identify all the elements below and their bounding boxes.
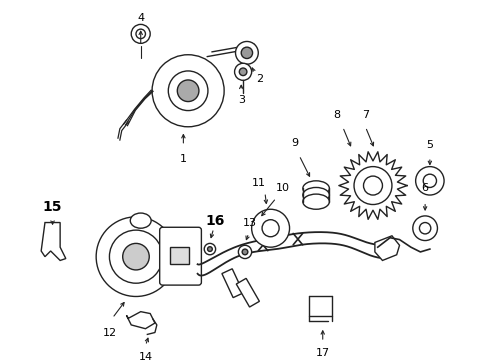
Circle shape xyxy=(177,80,199,102)
Circle shape xyxy=(152,55,224,127)
Circle shape xyxy=(252,209,290,247)
Circle shape xyxy=(413,216,438,240)
Polygon shape xyxy=(222,269,244,298)
Circle shape xyxy=(416,167,444,195)
Ellipse shape xyxy=(130,213,151,228)
Circle shape xyxy=(354,167,392,204)
Polygon shape xyxy=(41,222,66,260)
Text: 2: 2 xyxy=(257,75,264,84)
Circle shape xyxy=(109,230,163,283)
Circle shape xyxy=(238,245,252,258)
Text: 4: 4 xyxy=(137,13,144,23)
Ellipse shape xyxy=(303,181,329,196)
Text: 16: 16 xyxy=(205,213,224,228)
Text: 9: 9 xyxy=(292,138,299,148)
Circle shape xyxy=(136,29,146,39)
Circle shape xyxy=(242,249,248,255)
Text: 8: 8 xyxy=(333,111,341,120)
Text: 15: 15 xyxy=(43,201,62,214)
Circle shape xyxy=(419,222,431,234)
Text: 12: 12 xyxy=(102,328,117,338)
Polygon shape xyxy=(236,278,259,307)
Text: 3: 3 xyxy=(238,95,245,105)
Text: 13: 13 xyxy=(243,219,257,229)
Polygon shape xyxy=(375,236,399,260)
Text: 5: 5 xyxy=(426,140,433,150)
Text: 1: 1 xyxy=(180,154,187,164)
Polygon shape xyxy=(339,152,407,219)
Circle shape xyxy=(236,41,258,64)
Text: 17: 17 xyxy=(316,348,330,358)
Circle shape xyxy=(131,24,150,43)
Circle shape xyxy=(235,63,252,80)
Bar xyxy=(170,247,189,264)
Circle shape xyxy=(423,174,437,188)
Text: 6: 6 xyxy=(421,183,429,193)
Circle shape xyxy=(208,247,212,251)
Circle shape xyxy=(96,217,176,297)
Text: 10: 10 xyxy=(276,183,290,193)
Text: 14: 14 xyxy=(138,352,152,360)
Circle shape xyxy=(364,176,383,195)
FancyBboxPatch shape xyxy=(160,227,201,285)
Text: 11: 11 xyxy=(252,178,266,188)
Circle shape xyxy=(262,220,279,237)
Circle shape xyxy=(239,68,247,76)
Ellipse shape xyxy=(303,188,329,203)
Ellipse shape xyxy=(303,194,329,209)
Polygon shape xyxy=(126,312,155,329)
Circle shape xyxy=(168,71,208,111)
Text: 7: 7 xyxy=(362,111,369,120)
Circle shape xyxy=(122,243,149,270)
Circle shape xyxy=(204,243,216,255)
Circle shape xyxy=(241,47,252,59)
